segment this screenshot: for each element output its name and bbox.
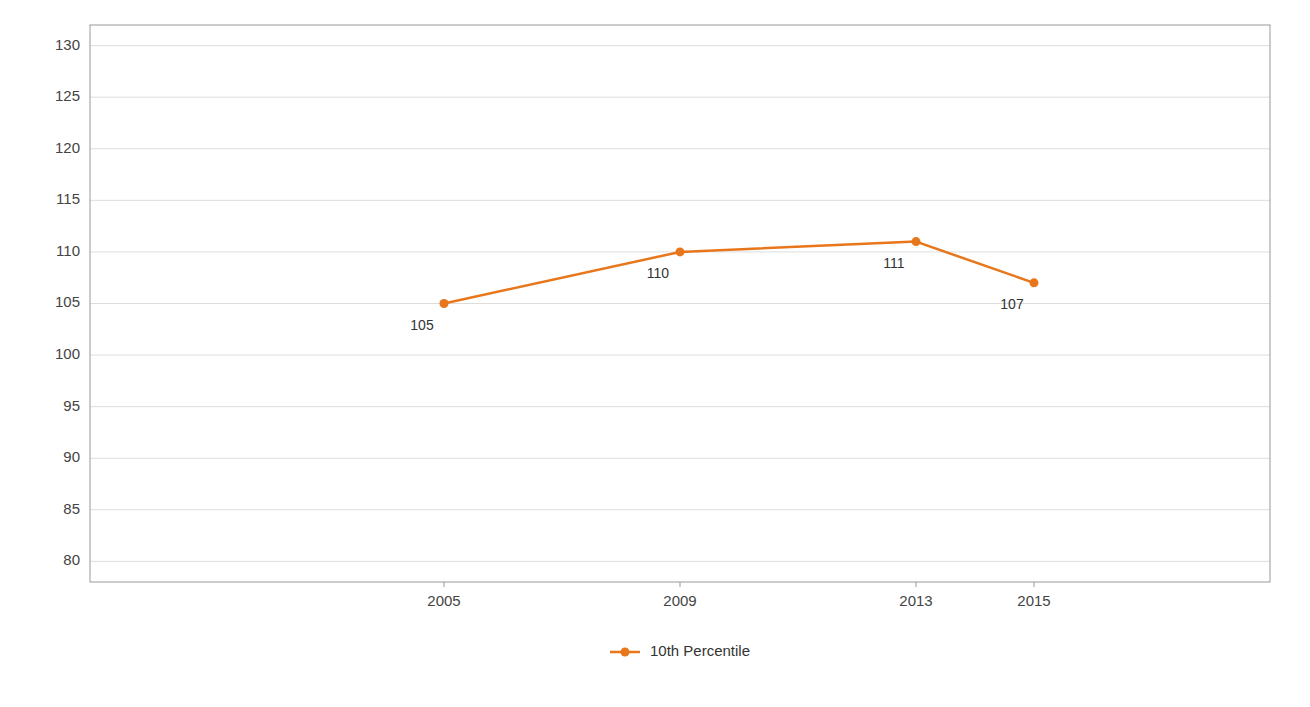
legend: 10th Percentile [610, 642, 750, 659]
y-tick-label: 120 [55, 139, 80, 156]
data-area [440, 237, 1039, 308]
y-tick-label: 130 [55, 36, 80, 53]
grid-line [90, 406, 1270, 407]
x-tick [444, 582, 445, 587]
grid-line [90, 45, 1270, 46]
legend-marker [620, 648, 629, 657]
point [676, 247, 685, 256]
y-tick-label: 95 [63, 397, 80, 414]
y-tick-label: 110 [56, 242, 80, 259]
y-tick-label: 115 [56, 190, 80, 207]
chart-container: 80 85 90 95 100 105 110 115 120 125 130 2005 2009 201… [0, 0, 1310, 707]
data-label: 110 [647, 265, 670, 281]
point [1030, 278, 1039, 287]
chart: 80 85 90 95 100 105 110 115 120 125 130 2005 2009 201… [0, 0, 1310, 707]
x-axis: 2005 2009 2013 2015 [427, 582, 1050, 609]
grid [90, 46, 1270, 562]
y-tick-label: 85 [63, 500, 80, 517]
x-tick-label: 2013 [899, 592, 932, 609]
grid-line [90, 303, 1270, 304]
data-label: 107 [1000, 296, 1024, 312]
y-tick-label: 90 [63, 448, 80, 465]
grid-line [90, 148, 1270, 149]
x-tick-label: 2015 [1017, 592, 1050, 609]
plot-frame [90, 25, 1270, 582]
y-tick-label: 105 [55, 293, 80, 310]
y-tick-label: 125 [55, 87, 80, 104]
grid-line [90, 97, 1270, 98]
point [440, 299, 449, 308]
legend-item: 10th Percentile [610, 642, 750, 659]
grid-line [90, 355, 1270, 356]
point [912, 237, 921, 246]
legend-label: 10th Percentile [650, 642, 750, 659]
data-labels: 105 110 111 107 [410, 255, 1024, 333]
x-tick [680, 582, 681, 587]
x-tick-label: 2009 [663, 592, 696, 609]
line [444, 242, 1034, 304]
y-axis: 80 85 90 95 100 105 110 115 120 125 130 [55, 36, 80, 569]
grid-line [90, 509, 1270, 510]
data-label: 105 [410, 317, 434, 333]
data-label: 111 [883, 255, 904, 271]
grid-line [90, 200, 1270, 201]
grid-line [90, 561, 1270, 562]
x-tick [916, 582, 917, 587]
grid-line [90, 458, 1270, 459]
x-tick [1034, 582, 1035, 587]
x-tick-label: 2005 [427, 592, 460, 609]
y-tick-label: 80 [63, 551, 80, 568]
y-tick-label: 100 [55, 345, 80, 362]
